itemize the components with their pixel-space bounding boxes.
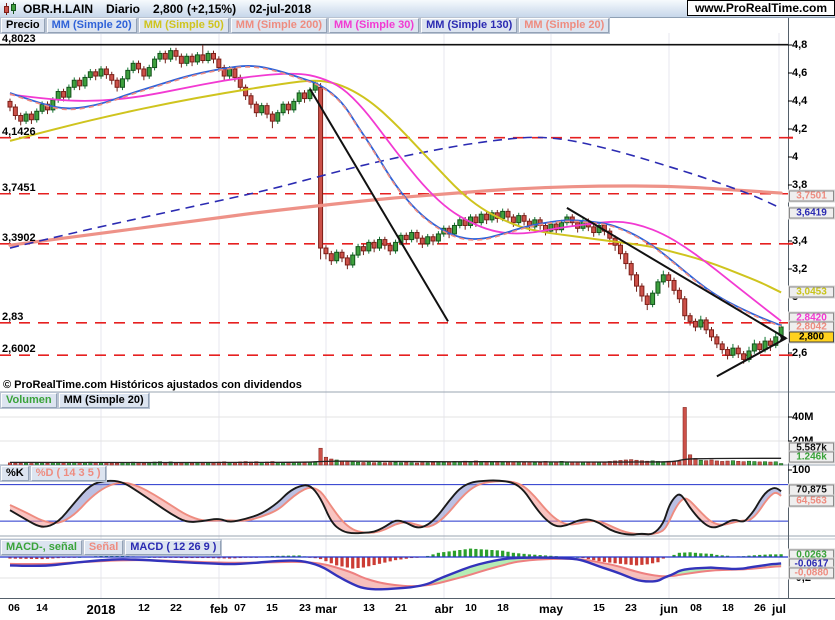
macd-legend-row: MACD-, señal Señal MACD ( 12 26 9 ) — [0, 539, 223, 556]
x-axis-label: 15 — [266, 602, 278, 614]
price-legend-chip[interactable]: MM (Simple 200) — [229, 17, 328, 34]
x-axis-label: 2018 — [86, 602, 116, 617]
x-axis-label: 14 — [36, 602, 48, 614]
last-price-label: 2,800 — [153, 1, 184, 16]
stoch-legend-chip[interactable]: %D ( 14 3 5 ) — [29, 465, 107, 482]
x-axis-label: 08 — [690, 602, 702, 614]
y-axis-label: 4,2 — [792, 123, 808, 135]
y-axis-label: 100 — [792, 464, 811, 476]
price-level-label: 2,6002 — [2, 343, 36, 356]
timeframe-label: Diario — [106, 1, 141, 16]
y-axis-label: 3,4 — [792, 235, 808, 247]
y-axis-label: 4,8 — [792, 39, 808, 51]
stoch-legend-chip[interactable]: %K — [0, 465, 30, 482]
x-axis-label: 23 — [625, 602, 637, 614]
price-legend-chip[interactable]: MM (Simple 20) — [45, 17, 138, 34]
macd-panel-layer — [0, 548, 788, 591]
price-legend-chip[interactable]: MM (Simple 130) — [420, 17, 519, 34]
stoch-axis-badge: 64,563 — [788, 494, 835, 508]
price-panel-layer — [0, 43, 788, 356]
x-axis-label: 07 — [234, 602, 246, 614]
x-axis-label: 18 — [497, 602, 509, 614]
x-axis-label: 18 — [722, 602, 734, 614]
volume-legend-chip[interactable]: MM (Simple 20) — [57, 392, 150, 409]
price-level-label: 3,7451 — [2, 181, 36, 194]
date-label: 02-jul-2018 — [249, 1, 312, 16]
x-axis-label: 21 — [395, 602, 407, 614]
x-axis-label: may — [538, 602, 564, 616]
y-axis-label: 40M — [792, 411, 814, 423]
x-axis-label: jul — [772, 602, 786, 616]
price-axis-badge: 3,7501 — [788, 189, 835, 203]
x-axis-label: 23 — [299, 602, 311, 614]
x-axis-label: 12 — [138, 602, 150, 614]
price-level-label: 3,3902 — [2, 231, 36, 244]
moving-averages-layer — [8, 65, 783, 328]
x-axis-label: 10 — [465, 602, 477, 614]
volume-legend-chip[interactable]: Volumen — [0, 392, 58, 409]
x-axis-label: 22 — [170, 602, 182, 614]
axis-ticks-layer — [13, 44, 793, 603]
price-level-label: 4,1426 — [2, 125, 36, 138]
y-axis-label: 3,8 — [792, 179, 808, 191]
y-axis-label: 3,2 — [792, 263, 808, 275]
price-level-label: 4,8023 — [2, 32, 36, 45]
stoch-axis-badge: 70,875 — [788, 483, 835, 497]
change-label: (+2,15%) — [187, 1, 237, 16]
y-axis-label: 4 — [792, 151, 799, 163]
price-legend-row: Precio MM (Simple 20) MM (Simple 50) MM (Si… — [0, 17, 611, 34]
candles-layer — [7, 45, 784, 364]
trend-lines-layer — [309, 88, 788, 378]
x-axis-label: jun — [660, 602, 678, 616]
price-axis-badge: 3,6419 — [788, 206, 835, 220]
price-legend-chip[interactable]: MM (Simple 30) — [327, 17, 421, 34]
price-legend-chip[interactable]: MM (Simple 50) — [137, 17, 230, 34]
price-axis-badge: 3,0453 — [788, 285, 835, 299]
stochastic-legend-row: %K %D ( 14 3 5 ) — [0, 465, 107, 482]
price-level-label: 2,83 — [2, 310, 24, 323]
y-axis-label: 2,6 — [792, 347, 808, 359]
x-axis-label: 26 — [754, 602, 766, 614]
macd-legend-chip[interactable]: MACD-, señal — [0, 539, 83, 556]
x-axis-strip: 06 14 2018 12 22 feb 07 15 23 mar 13 21 abr 10 18 may 15… — [0, 598, 835, 620]
symbol-label: OBR.H.LAIN — [23, 1, 93, 16]
candlestick-icon — [3, 2, 17, 16]
y-axis-label: 4,6 — [792, 67, 808, 79]
x-axis-label: 15 — [593, 602, 605, 614]
grid-layer — [0, 17, 835, 598]
macd-axis-badge: -0,0880 — [788, 566, 835, 580]
x-axis-label: abr — [434, 602, 454, 616]
copyright-note: © ProRealTime.com Históricos ajustados c… — [3, 379, 302, 391]
x-axis-label: 06 — [8, 602, 20, 614]
volume-panel-layer — [8, 407, 784, 466]
x-axis-label: 13 — [363, 602, 375, 614]
y-axis-label: 4,4 — [792, 95, 808, 107]
macd-legend-chip[interactable]: MACD ( 12 26 9 ) — [124, 539, 223, 556]
price-legend-chip[interactable]: MM (Simple 20) — [518, 17, 611, 34]
volume-axis-badge: 1.246k — [788, 450, 835, 464]
stochastic-panel-layer — [0, 479, 788, 536]
last-price-badge: 2,800 — [788, 330, 835, 344]
title-bar: OBR.H.LAIN Diario 2,800 (+2,15%) 02-jul-… — [0, 0, 835, 18]
x-axis-label: feb — [210, 602, 228, 616]
volume-legend-row: Volumen MM (Simple 20) — [0, 392, 150, 409]
x-axis-label: mar — [314, 602, 338, 616]
prorealtime-link[interactable]: www.ProRealTime.com — [686, 0, 835, 16]
macd-legend-chip[interactable]: Señal — [82, 539, 125, 556]
price-legend-chip[interactable]: Precio — [0, 17, 46, 34]
